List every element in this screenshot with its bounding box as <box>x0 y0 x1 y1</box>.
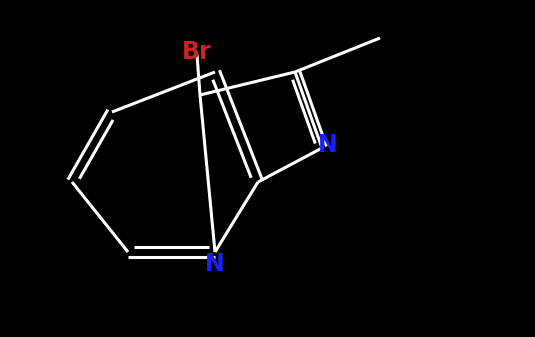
Text: N: N <box>205 252 225 276</box>
Text: N: N <box>317 133 337 157</box>
Text: Br: Br <box>182 40 212 64</box>
